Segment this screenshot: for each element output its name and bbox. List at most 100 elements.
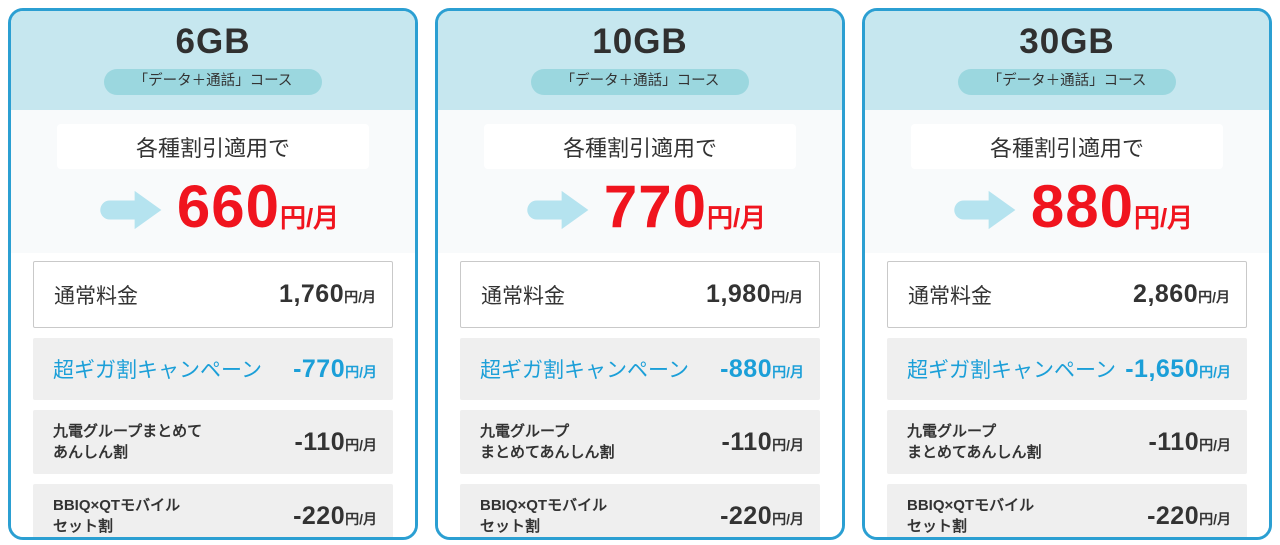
fee-value: -220円/月 <box>1147 502 1231 531</box>
plan-card-10gb: 10GB 「データ＋通話」コース 各種割引適用で 770円/月 通常料金 1,9… <box>435 8 845 540</box>
right-arrow-icon <box>87 183 167 231</box>
fee-label-line: あんしん割 <box>53 444 129 462</box>
discounted-price: 660円/月 <box>11 177 415 237</box>
fee-label: BBIQ×QTモバイル セット割 <box>53 495 180 537</box>
right-arrow-icon <box>941 183 1021 231</box>
fee-label-line: セット割 <box>907 518 968 536</box>
fee-amount: 2,860 <box>1133 280 1199 309</box>
fee-row-group-discount: 九電グループまとめてあんしん割 -110円/月 <box>887 410 1247 475</box>
discount-note: 各種割引適用で <box>484 124 796 170</box>
fee-label-line: BBIQ×QTモバイル <box>480 497 608 515</box>
fee-value: -220円/月 <box>720 502 804 531</box>
fee-amount: 1,760 <box>279 280 345 309</box>
fee-unit: 円/月 <box>1198 289 1230 306</box>
fee-unit: 円/月 <box>772 363 804 380</box>
fee-row-group-discount: 九電グループまとめてあんしん割 -110円/月 <box>33 410 393 475</box>
fee-amount: -220 <box>293 501 346 530</box>
price-value: 660円/月 <box>177 177 339 237</box>
fee-unit: 円/月 <box>345 436 377 453</box>
fee-amount: 1,980 <box>706 280 772 309</box>
fee-value: -770円/月 <box>293 355 377 384</box>
fee-value: -1,650円/月 <box>1125 355 1231 384</box>
discounted-price: 880円/月 <box>865 177 1269 237</box>
fee-row-regular: 通常料金 1,980円/月 <box>460 261 820 329</box>
fee-label: BBIQ×QTモバイル セット割 <box>907 495 1034 537</box>
fee-label: 通常料金 <box>54 284 138 308</box>
fee-amount: -880 <box>720 354 773 383</box>
fee-label: 通常料金 <box>908 284 992 308</box>
price-value: 770円/月 <box>604 177 766 237</box>
fee-value: 1,760円/月 <box>279 280 376 309</box>
fee-amount: -110 <box>1148 427 1200 456</box>
fee-row-campaign: 超ギガ割キャンペーン -1,650円/月 <box>887 338 1247 401</box>
fee-amount: -770 <box>293 354 346 383</box>
fee-amount: -1,650 <box>1125 354 1200 383</box>
price-unit: 円/月 <box>706 203 767 234</box>
price-amount: 660 <box>176 173 280 241</box>
fee-unit: 円/月 <box>345 510 377 527</box>
fee-unit: 円/月 <box>771 289 803 306</box>
fee-unit: 円/月 <box>1199 436 1231 453</box>
plan-capacity: 6GB <box>175 22 251 61</box>
fee-row-group-discount: 九電グループまとめてあんしん割 -110円/月 <box>460 410 820 475</box>
fee-unit: 円/月 <box>344 289 376 306</box>
discounted-price: 770円/月 <box>438 177 842 237</box>
plan-capacity: 10GB <box>592 22 688 61</box>
fee-label: 超ギガ割キャンペーン <box>480 359 689 383</box>
fee-amount: -220 <box>1147 501 1200 530</box>
fee-row-regular: 通常料金 1,760円/月 <box>33 261 393 329</box>
price-section: 各種割引適用で 660円/月 <box>11 110 415 254</box>
fee-row-campaign: 超ギガ割キャンペーン -770円/月 <box>33 338 393 401</box>
fee-row-regular: 通常料金 2,860円/月 <box>887 261 1247 329</box>
fee-amount: -110 <box>294 427 346 456</box>
fee-label: 通常料金 <box>481 284 565 308</box>
course-badge: 「データ＋通話」コース <box>103 68 323 96</box>
price-unit: 円/月 <box>1133 203 1194 234</box>
fee-unit: 円/月 <box>772 436 804 453</box>
fee-breakdown: 通常料金 2,860円/月 超ギガ割キャンペーン -1,650円/月 九電グルー… <box>865 253 1269 537</box>
fee-label-line: BBIQ×QTモバイル <box>53 497 181 515</box>
fee-breakdown: 通常料金 1,980円/月 超ギガ割キャンペーン -880円/月 九電グループま… <box>438 253 842 537</box>
price-section: 各種割引適用で 770円/月 <box>438 110 842 254</box>
price-section: 各種割引適用で 880円/月 <box>865 110 1269 254</box>
price-amount: 770 <box>603 173 707 241</box>
fee-value: -110円/月 <box>1148 428 1231 457</box>
fee-value: 1,980円/月 <box>706 280 803 309</box>
discount-note: 各種割引適用で <box>911 124 1223 170</box>
fee-label-line: 九電グループ <box>907 423 997 441</box>
plan-card-header: 30GB 「データ＋通話」コース <box>865 11 1269 111</box>
fee-value: -880円/月 <box>720 355 804 384</box>
plan-card-header: 6GB 「データ＋通話」コース <box>11 11 415 111</box>
fee-row-set-discount: BBIQ×QTモバイル セット割 -220円/月 <box>33 484 393 537</box>
fee-unit: 円/月 <box>1199 363 1231 380</box>
plan-card-6gb: 6GB 「データ＋通話」コース 各種割引適用で 660円/月 通常料金 1,76… <box>8 8 418 540</box>
fee-unit: 円/月 <box>1199 510 1231 527</box>
price-amount: 880 <box>1030 173 1134 241</box>
fee-label-line: BBIQ×QTモバイル <box>907 497 1035 515</box>
fee-label: 超ギガ割キャンペーン <box>907 359 1116 383</box>
fee-label-line: 九電グループまとめて <box>53 423 203 441</box>
fee-label: 超ギガ割キャンペーン <box>53 359 262 383</box>
fee-breakdown: 通常料金 1,760円/月 超ギガ割キャンペーン -770円/月 九電グループま… <box>11 253 415 537</box>
course-badge: 「データ＋通話」コース <box>957 68 1177 96</box>
fee-label-line: セット割 <box>480 518 541 536</box>
right-arrow-icon <box>514 183 594 231</box>
fee-label-line: セット割 <box>53 518 114 536</box>
discount-note: 各種割引適用で <box>57 124 369 170</box>
fee-unit: 円/月 <box>345 363 377 380</box>
fee-amount: -110 <box>721 427 773 456</box>
fee-label: BBIQ×QTモバイル セット割 <box>480 495 607 537</box>
fee-value: -220円/月 <box>293 502 377 531</box>
fee-label-line: 九電グループ <box>480 423 570 441</box>
fee-value: -110円/月 <box>294 428 377 457</box>
plan-card-header: 10GB 「データ＋通話」コース <box>438 11 842 111</box>
price-value: 880円/月 <box>1031 177 1193 237</box>
fee-unit: 円/月 <box>772 510 804 527</box>
fee-row-set-discount: BBIQ×QTモバイル セット割 -220円/月 <box>460 484 820 537</box>
plan-card-30gb: 30GB 「データ＋通話」コース 各種割引適用で 880円/月 通常料金 2,8… <box>862 8 1272 540</box>
fee-label-line: まとめてあんしん割 <box>480 444 615 462</box>
fee-value: 2,860円/月 <box>1133 280 1230 309</box>
fee-row-set-discount: BBIQ×QTモバイル セット割 -220円/月 <box>887 484 1247 537</box>
fee-label: 九電グループまとめてあんしん割 <box>480 421 615 463</box>
